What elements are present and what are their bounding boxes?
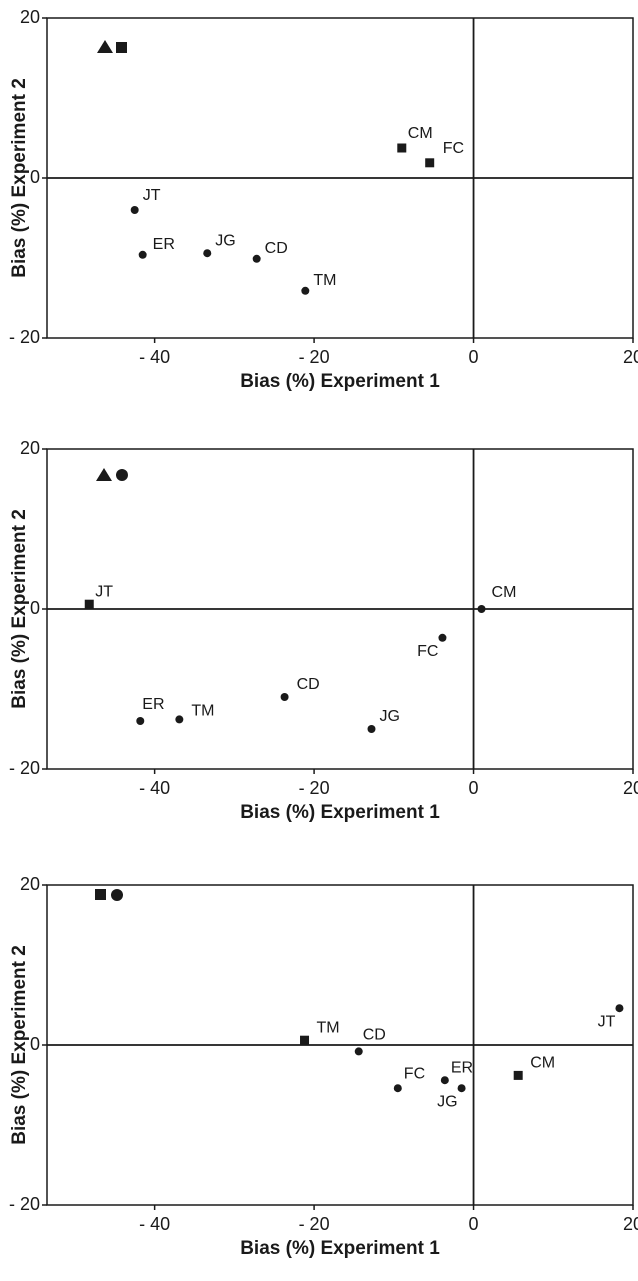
point-label: FC xyxy=(443,140,464,157)
x-tick-label: 0 xyxy=(469,1214,479,1234)
square-symbol xyxy=(95,889,106,900)
y-tick-label: - 20 xyxy=(9,327,40,347)
y-tick-label: 20 xyxy=(20,7,40,27)
point-label: CM xyxy=(530,1055,555,1072)
y-tick-label: - 20 xyxy=(9,758,40,778)
point xyxy=(301,286,310,295)
point-label: JG xyxy=(379,708,399,725)
y-tick-label: 20 xyxy=(20,438,40,458)
point-label: ER xyxy=(153,236,175,253)
x-tick-label: - 20 xyxy=(299,347,330,367)
y-axis-title: Bias (%) Experiment 2 xyxy=(9,509,30,709)
x-axis-title: Bias (%) Experiment 1 xyxy=(240,371,440,392)
x-tick-label: 20 xyxy=(623,1214,638,1234)
y-axis-title: Bias (%) Experiment 2 xyxy=(9,945,30,1145)
point-label: CD xyxy=(297,676,320,693)
x-tick-label: - 20 xyxy=(299,778,330,798)
circle-symbol xyxy=(111,889,123,901)
point-label: JT xyxy=(95,583,113,600)
point-label: CD xyxy=(363,1027,386,1044)
point xyxy=(203,249,212,258)
point-label: ER xyxy=(142,696,164,713)
point-label: TM xyxy=(317,1019,340,1036)
point-label: CD xyxy=(265,240,288,257)
point xyxy=(513,1070,523,1080)
triangle-symbol xyxy=(96,468,112,481)
point xyxy=(477,605,486,613)
point xyxy=(300,1035,310,1045)
x-tick-label: 0 xyxy=(469,347,479,367)
point-label: JG xyxy=(215,232,235,249)
point xyxy=(175,715,184,724)
panel-symbols xyxy=(95,40,128,901)
point-label: FC xyxy=(404,1065,425,1082)
x-tick-label: - 40 xyxy=(139,778,170,798)
chart: - 40 - 20 0 20 - 20 0 20 Bias (%) Experiment 1 B… xyxy=(9,7,638,392)
y-axis-title: Bias (%) Experiment 2 xyxy=(9,78,30,278)
point xyxy=(425,158,435,168)
y-tick-label: 20 xyxy=(20,874,40,894)
x-tick-label: 0 xyxy=(469,778,479,798)
x-tick-label: - 20 xyxy=(299,1214,330,1234)
chart: - 40 - 20 0 20 - 20 0 20 Bias (%) Experiment 1 B… xyxy=(9,874,638,1259)
x-tick-label: 20 xyxy=(623,778,638,798)
point xyxy=(354,1047,363,1056)
x-axis-title: Bias (%) Experiment 1 xyxy=(240,802,440,823)
point xyxy=(393,1084,402,1093)
point xyxy=(367,725,376,733)
point xyxy=(457,1084,466,1093)
point xyxy=(84,599,94,609)
y-tick-label: 0 xyxy=(30,167,40,187)
x-tick-label: - 40 xyxy=(139,1214,170,1234)
x-tick-label: 20 xyxy=(623,347,638,367)
point-label: JG xyxy=(437,1093,457,1110)
point xyxy=(615,1004,624,1013)
point xyxy=(130,206,139,214)
point xyxy=(280,693,289,701)
x-axis-title: Bias (%) Experiment 1 xyxy=(240,1238,440,1259)
point-label: ER xyxy=(451,1059,473,1076)
circle-symbol xyxy=(116,469,128,481)
point xyxy=(136,717,145,725)
point-label: CM xyxy=(492,584,517,601)
square-symbol xyxy=(116,42,127,53)
point-label: TM xyxy=(313,272,336,289)
y-tick-label: - 20 xyxy=(9,1194,40,1214)
x-tick-label: - 40 xyxy=(139,347,170,367)
point-label: JT xyxy=(143,187,161,204)
triangle-symbol xyxy=(97,40,113,53)
point-label: JT xyxy=(598,1013,616,1030)
point-label: FC xyxy=(417,643,438,660)
point xyxy=(397,143,407,153)
point xyxy=(438,633,447,642)
chart: - 40 - 20 0 20 - 20 0 20 Bias (%) Experiment 1 B… xyxy=(9,438,638,823)
point xyxy=(440,1076,449,1085)
point xyxy=(138,250,147,259)
y-tick-label: 0 xyxy=(30,1034,40,1054)
point-label: TM xyxy=(191,703,214,720)
point-label: CM xyxy=(408,125,433,142)
point xyxy=(252,254,261,263)
y-tick-label: 0 xyxy=(30,598,40,618)
